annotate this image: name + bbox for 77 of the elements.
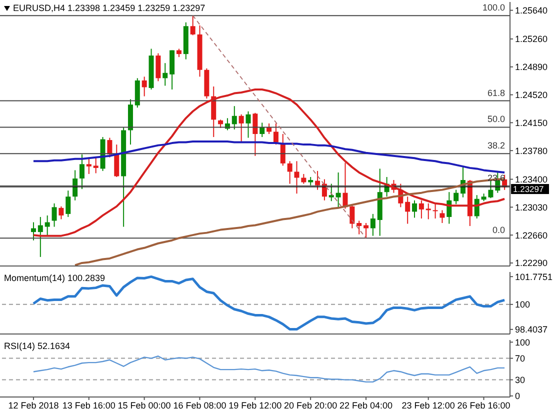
candlestick <box>405 196 410 224</box>
candlestick <box>432 204 438 219</box>
ref-line-label: 1.23297 <box>513 184 544 194</box>
candlestick <box>273 122 278 146</box>
y-tick-label: 1.23030 <box>515 202 548 212</box>
candlestick <box>412 200 418 218</box>
y-tick-label: 1.23400 <box>515 174 548 184</box>
chart-title: Momentum(14) 100.2839 <box>4 273 106 283</box>
x-tick-label: 15 Feb 00:00 <box>118 400 171 410</box>
candlestick <box>79 154 84 190</box>
x-tick-label: 19 Feb 12:00 <box>228 400 282 410</box>
candlestick <box>238 114 244 142</box>
candlestick <box>328 183 334 202</box>
y-tick-label: 1.25260 <box>515 34 548 44</box>
candlestick <box>72 170 78 201</box>
y-tick-label: 98.4037 <box>515 324 548 335</box>
annotation: 100.0 <box>482 2 505 13</box>
candlestick <box>364 222 369 239</box>
candlestick <box>31 222 36 241</box>
chart-title: EURUSD,H4 1.23398 1.23459 1.23259 1.23297 <box>13 3 206 13</box>
y-tick-label: 100 <box>515 337 530 348</box>
candlestick <box>107 137 112 158</box>
line-series <box>32 88 506 237</box>
y-tick-label: 1.25640 <box>515 5 548 16</box>
candlestick <box>156 52 161 82</box>
y-tick-label: 1.24150 <box>515 118 548 128</box>
annotation: 61.8 <box>487 88 505 98</box>
x-tick-label: 22 Feb 04:00 <box>339 400 393 410</box>
candlestick <box>336 172 341 208</box>
candlestick <box>190 15 196 36</box>
candlestick <box>426 202 431 220</box>
candlestick <box>66 190 71 218</box>
x-tick-label: 16 Feb 08:00 <box>173 400 226 410</box>
candlestick <box>280 134 286 166</box>
y-tick-label: 1.23780 <box>515 146 548 156</box>
x-tick-label: 26 Feb 16:00 <box>457 400 510 410</box>
y-tick-label: 100 <box>515 300 530 310</box>
x-tick-label: 23 Feb 12:00 <box>402 400 455 410</box>
y-tick-label: 101.7751 <box>515 272 553 282</box>
candlestick <box>58 206 64 220</box>
candlestick <box>252 112 258 156</box>
candlestick <box>114 144 120 178</box>
candlestick <box>370 213 376 236</box>
candlestick <box>440 210 445 224</box>
y-tick-label: 30 <box>515 374 526 385</box>
y-tick-label: 0 <box>515 391 520 402</box>
candlestick <box>86 156 92 174</box>
candlestick <box>44 214 50 236</box>
candlestick <box>287 160 292 184</box>
y-tick-label: 1.24890 <box>515 62 548 72</box>
candlestick <box>294 160 300 194</box>
candlestick <box>142 76 147 97</box>
annotation: 50.0 <box>487 114 505 124</box>
candlestick <box>162 62 168 86</box>
annotation: 38.2 <box>487 140 505 151</box>
candlestick <box>356 220 362 235</box>
chart-title: RSI(14) 52.1634 <box>4 341 70 351</box>
x-tick-label: 12 Feb 2018 <box>8 400 59 410</box>
candlestick <box>418 200 424 219</box>
candlestick <box>454 189 459 205</box>
candlestick <box>315 170 320 190</box>
annotation: 0.0 <box>492 225 505 236</box>
y-tick-label: 1.22660 <box>515 230 548 240</box>
candlestick <box>260 122 265 138</box>
candlestick <box>38 216 43 258</box>
y-tick-label: 70 <box>515 353 526 364</box>
candlestick <box>246 110 251 138</box>
candlestick <box>301 173 306 184</box>
y-tick-label: 1.24520 <box>515 90 548 100</box>
candlestick <box>93 156 98 174</box>
y-tick-label: 1.22290 <box>515 258 548 268</box>
candlestick <box>232 106 237 130</box>
line-series <box>32 356 506 383</box>
candlestick <box>52 202 57 228</box>
x-tick-label: 13 Feb 16:00 <box>62 400 116 410</box>
annotation: 23.6 <box>487 173 505 184</box>
x-tick-label: 20 Feb 20:00 <box>284 400 338 410</box>
